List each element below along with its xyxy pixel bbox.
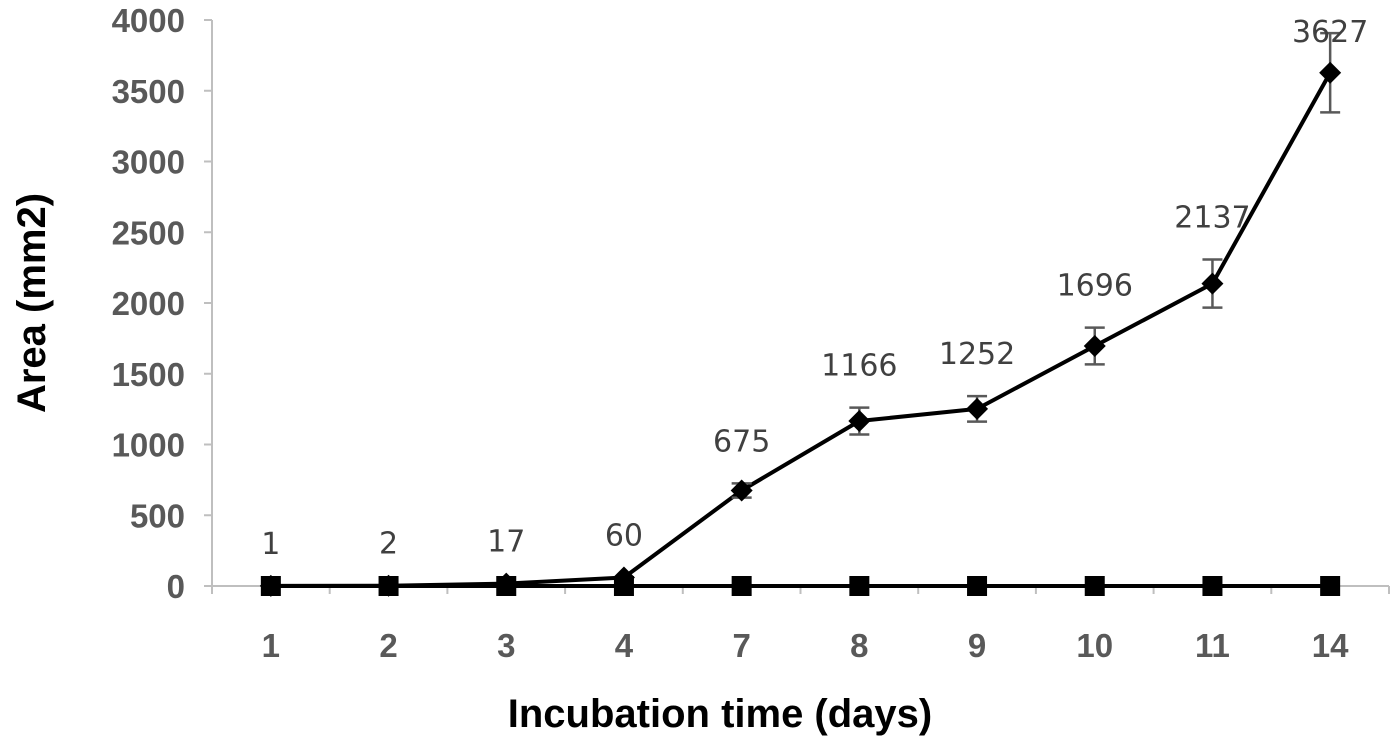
- y-tick-label: 2500: [112, 214, 185, 251]
- x-tick-label: 3: [497, 627, 515, 664]
- x-tick-label: 9: [968, 627, 986, 664]
- data-label: 675: [713, 424, 770, 459]
- series-diamond: [259, 31, 1342, 597]
- y-tick-label: 2000: [112, 285, 185, 322]
- x-tick-label: 8: [850, 627, 868, 664]
- data-labels: 1 2 17 60 675 1166 1252 1696 2137 3627: [261, 15, 1368, 562]
- y-tick-label: 3500: [112, 73, 185, 110]
- y-axis: 0 500 1000 1500 2000 2500 3000 3500 4000: [112, 2, 213, 605]
- x-tick-label: 4: [615, 627, 634, 664]
- diamond-marker: [612, 566, 635, 589]
- x-axis: 1 2 3 4 7 8 9 10 11 14: [211, 585, 1390, 664]
- x-tick-label: 1: [262, 627, 280, 664]
- data-label: 1696: [1057, 269, 1133, 304]
- series-line: [270, 71, 1332, 588]
- x-tick-label: 7: [732, 627, 750, 664]
- data-label: 1252: [939, 337, 1015, 372]
- square-marker: [1084, 576, 1105, 596]
- square-marker: [967, 576, 988, 596]
- x-tick-label: 14: [1312, 627, 1349, 664]
- data-label: 3627: [1292, 15, 1368, 50]
- y-tick-label: 4000: [112, 2, 185, 39]
- diamond-marker: [1319, 61, 1342, 84]
- diamond-marker: [848, 410, 871, 433]
- data-label: 60: [605, 519, 643, 554]
- y-tick-label: 0: [167, 568, 185, 605]
- diamond-marker: [1201, 272, 1224, 295]
- y-tick-label: 1000: [112, 427, 185, 464]
- data-label: 2: [379, 527, 398, 562]
- series-layer: [259, 31, 1342, 597]
- diamond-marker: [730, 479, 753, 502]
- y-tick-label: 3000: [112, 144, 185, 181]
- x-tick-label: 10: [1076, 627, 1113, 664]
- diamond-marker: [1083, 335, 1106, 358]
- diamond-marker: [259, 574, 282, 597]
- data-label: 1166: [821, 349, 897, 384]
- square-marker: [1320, 576, 1341, 596]
- x-tick-labels: 1 2 3 4 7 8 9 10 11 14: [211, 586, 1390, 664]
- square-marker: [731, 576, 752, 596]
- data-label: 17: [487, 525, 525, 560]
- square-marker: [849, 576, 870, 596]
- x-tick-label: 11: [1195, 627, 1230, 664]
- data-label: 1: [261, 527, 280, 562]
- y-tick-label: 500: [130, 497, 185, 534]
- y-tick-label: 1500: [112, 356, 185, 393]
- x-axis-title: Incubation time (days): [508, 692, 933, 736]
- square-marker: [1202, 576, 1223, 596]
- data-label: 2137: [1174, 201, 1250, 236]
- diamond-marker: [966, 397, 989, 420]
- diamond-marker: [377, 574, 400, 597]
- x-tick-label: 2: [379, 627, 397, 664]
- y-axis-title: Area (mm2): [10, 193, 54, 413]
- diamond-marker: [495, 572, 518, 595]
- y-tick-labels: 0 500 1000 1500 2000 2500 3000 3500 4000: [112, 2, 212, 605]
